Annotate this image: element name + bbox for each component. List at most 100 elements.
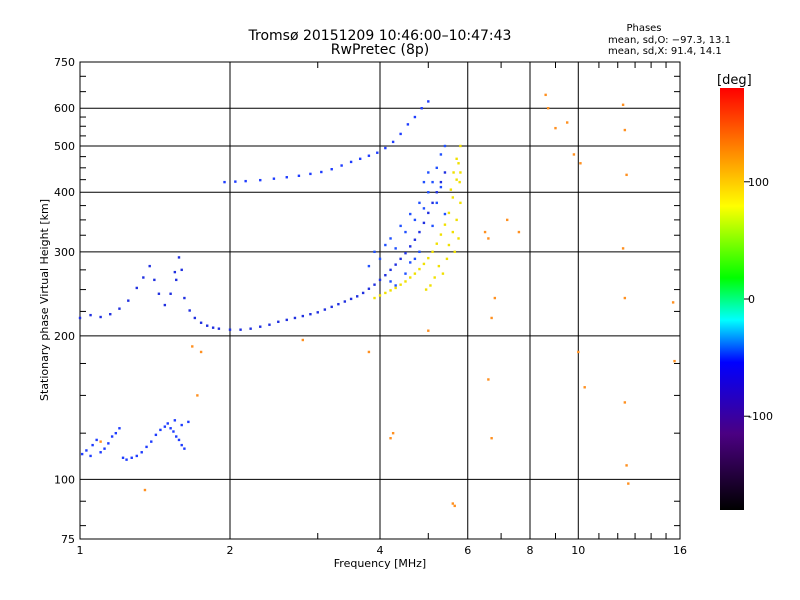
data-point xyxy=(239,328,242,331)
data-point xyxy=(431,201,434,205)
data-point xyxy=(413,115,417,119)
data-point xyxy=(223,180,226,184)
data-point xyxy=(177,256,181,259)
data-point xyxy=(399,283,402,286)
data-point xyxy=(150,440,153,443)
data-point xyxy=(378,257,382,261)
data-point xyxy=(422,180,426,184)
data-point xyxy=(399,132,402,136)
x-tick-labels: 1 2 4 6 8 10 16 xyxy=(77,544,688,557)
data-point xyxy=(110,435,114,438)
data-point xyxy=(187,420,190,424)
data-point xyxy=(623,296,627,300)
data-point xyxy=(577,350,580,354)
data-point xyxy=(427,100,430,103)
x-tick-label: 1 xyxy=(77,544,84,557)
data-point xyxy=(285,176,288,179)
data-point xyxy=(621,247,625,250)
data-point xyxy=(443,223,447,226)
data-point xyxy=(439,233,443,236)
data-point xyxy=(180,443,183,447)
data-point xyxy=(373,283,376,286)
y-axis-label: Stationary phase Virtual Height [km] xyxy=(38,199,51,401)
data-point xyxy=(249,327,252,330)
data-point xyxy=(95,438,98,442)
data-point xyxy=(447,243,451,247)
x-tick-label: 4 xyxy=(377,544,384,557)
data-point xyxy=(297,174,301,177)
data-point xyxy=(427,329,430,332)
phases-line-x: mean, sd,X: 91.4, 14.1 xyxy=(608,46,722,57)
data-point xyxy=(493,296,497,300)
data-point xyxy=(349,297,353,301)
data-point xyxy=(431,180,434,184)
phases-heading: Phases xyxy=(626,23,661,34)
data-point xyxy=(422,262,426,266)
data-point xyxy=(268,323,271,326)
data-point xyxy=(439,180,443,184)
data-point xyxy=(205,324,209,327)
data-point xyxy=(143,488,147,492)
data-point xyxy=(389,289,392,292)
data-point xyxy=(343,300,347,303)
data-point xyxy=(483,230,487,234)
data-point xyxy=(166,422,169,425)
data-point xyxy=(455,178,458,181)
data-point xyxy=(424,288,428,291)
data-point xyxy=(118,307,121,310)
data-point xyxy=(367,350,371,354)
x-tick-label: 2 xyxy=(227,544,234,557)
data-point xyxy=(293,316,297,320)
data-point xyxy=(367,154,371,157)
data-point xyxy=(583,386,586,389)
data-point xyxy=(422,221,426,225)
data-point xyxy=(505,218,509,222)
data-point xyxy=(277,320,280,323)
data-point xyxy=(459,144,462,148)
phases-line-o: mean, sd,O: −97.3, 13.1 xyxy=(608,35,731,46)
data-point xyxy=(391,140,395,144)
data-point xyxy=(78,316,82,320)
data-point xyxy=(389,280,392,283)
data-point xyxy=(437,264,441,268)
data-point xyxy=(459,171,462,174)
data-point xyxy=(565,121,569,124)
data-point xyxy=(487,237,490,240)
data-point xyxy=(285,318,288,322)
data-point xyxy=(337,302,340,306)
y-tick-label: 100 xyxy=(54,473,75,486)
data-point xyxy=(154,433,158,437)
data-point xyxy=(406,123,410,126)
data-point xyxy=(384,146,387,150)
data-point xyxy=(135,286,138,290)
data-point xyxy=(409,245,412,248)
data-points xyxy=(78,93,676,508)
data-point xyxy=(361,291,365,295)
y-tick-label: 300 xyxy=(54,246,75,259)
data-point xyxy=(349,160,353,164)
data-point xyxy=(427,256,430,260)
data-point xyxy=(399,224,402,228)
data-point xyxy=(157,292,161,295)
data-point xyxy=(367,287,371,290)
data-point xyxy=(418,250,421,254)
data-point xyxy=(399,257,402,261)
data-point xyxy=(435,166,438,170)
data-point xyxy=(159,428,162,432)
data-point xyxy=(173,419,177,422)
data-point xyxy=(625,464,628,467)
data-point xyxy=(623,401,627,404)
data-point xyxy=(431,250,434,254)
data-point xyxy=(169,292,172,295)
data-point xyxy=(671,301,675,304)
data-point xyxy=(180,268,183,272)
data-point xyxy=(378,278,382,282)
data-point xyxy=(443,171,447,174)
data-point xyxy=(623,128,627,132)
data-point xyxy=(355,295,359,298)
data-point xyxy=(127,299,130,302)
chart-title: Tromsø 20151209 10:46:00–10:47:43 xyxy=(248,28,512,44)
data-point xyxy=(169,427,172,430)
data-point xyxy=(452,171,455,174)
